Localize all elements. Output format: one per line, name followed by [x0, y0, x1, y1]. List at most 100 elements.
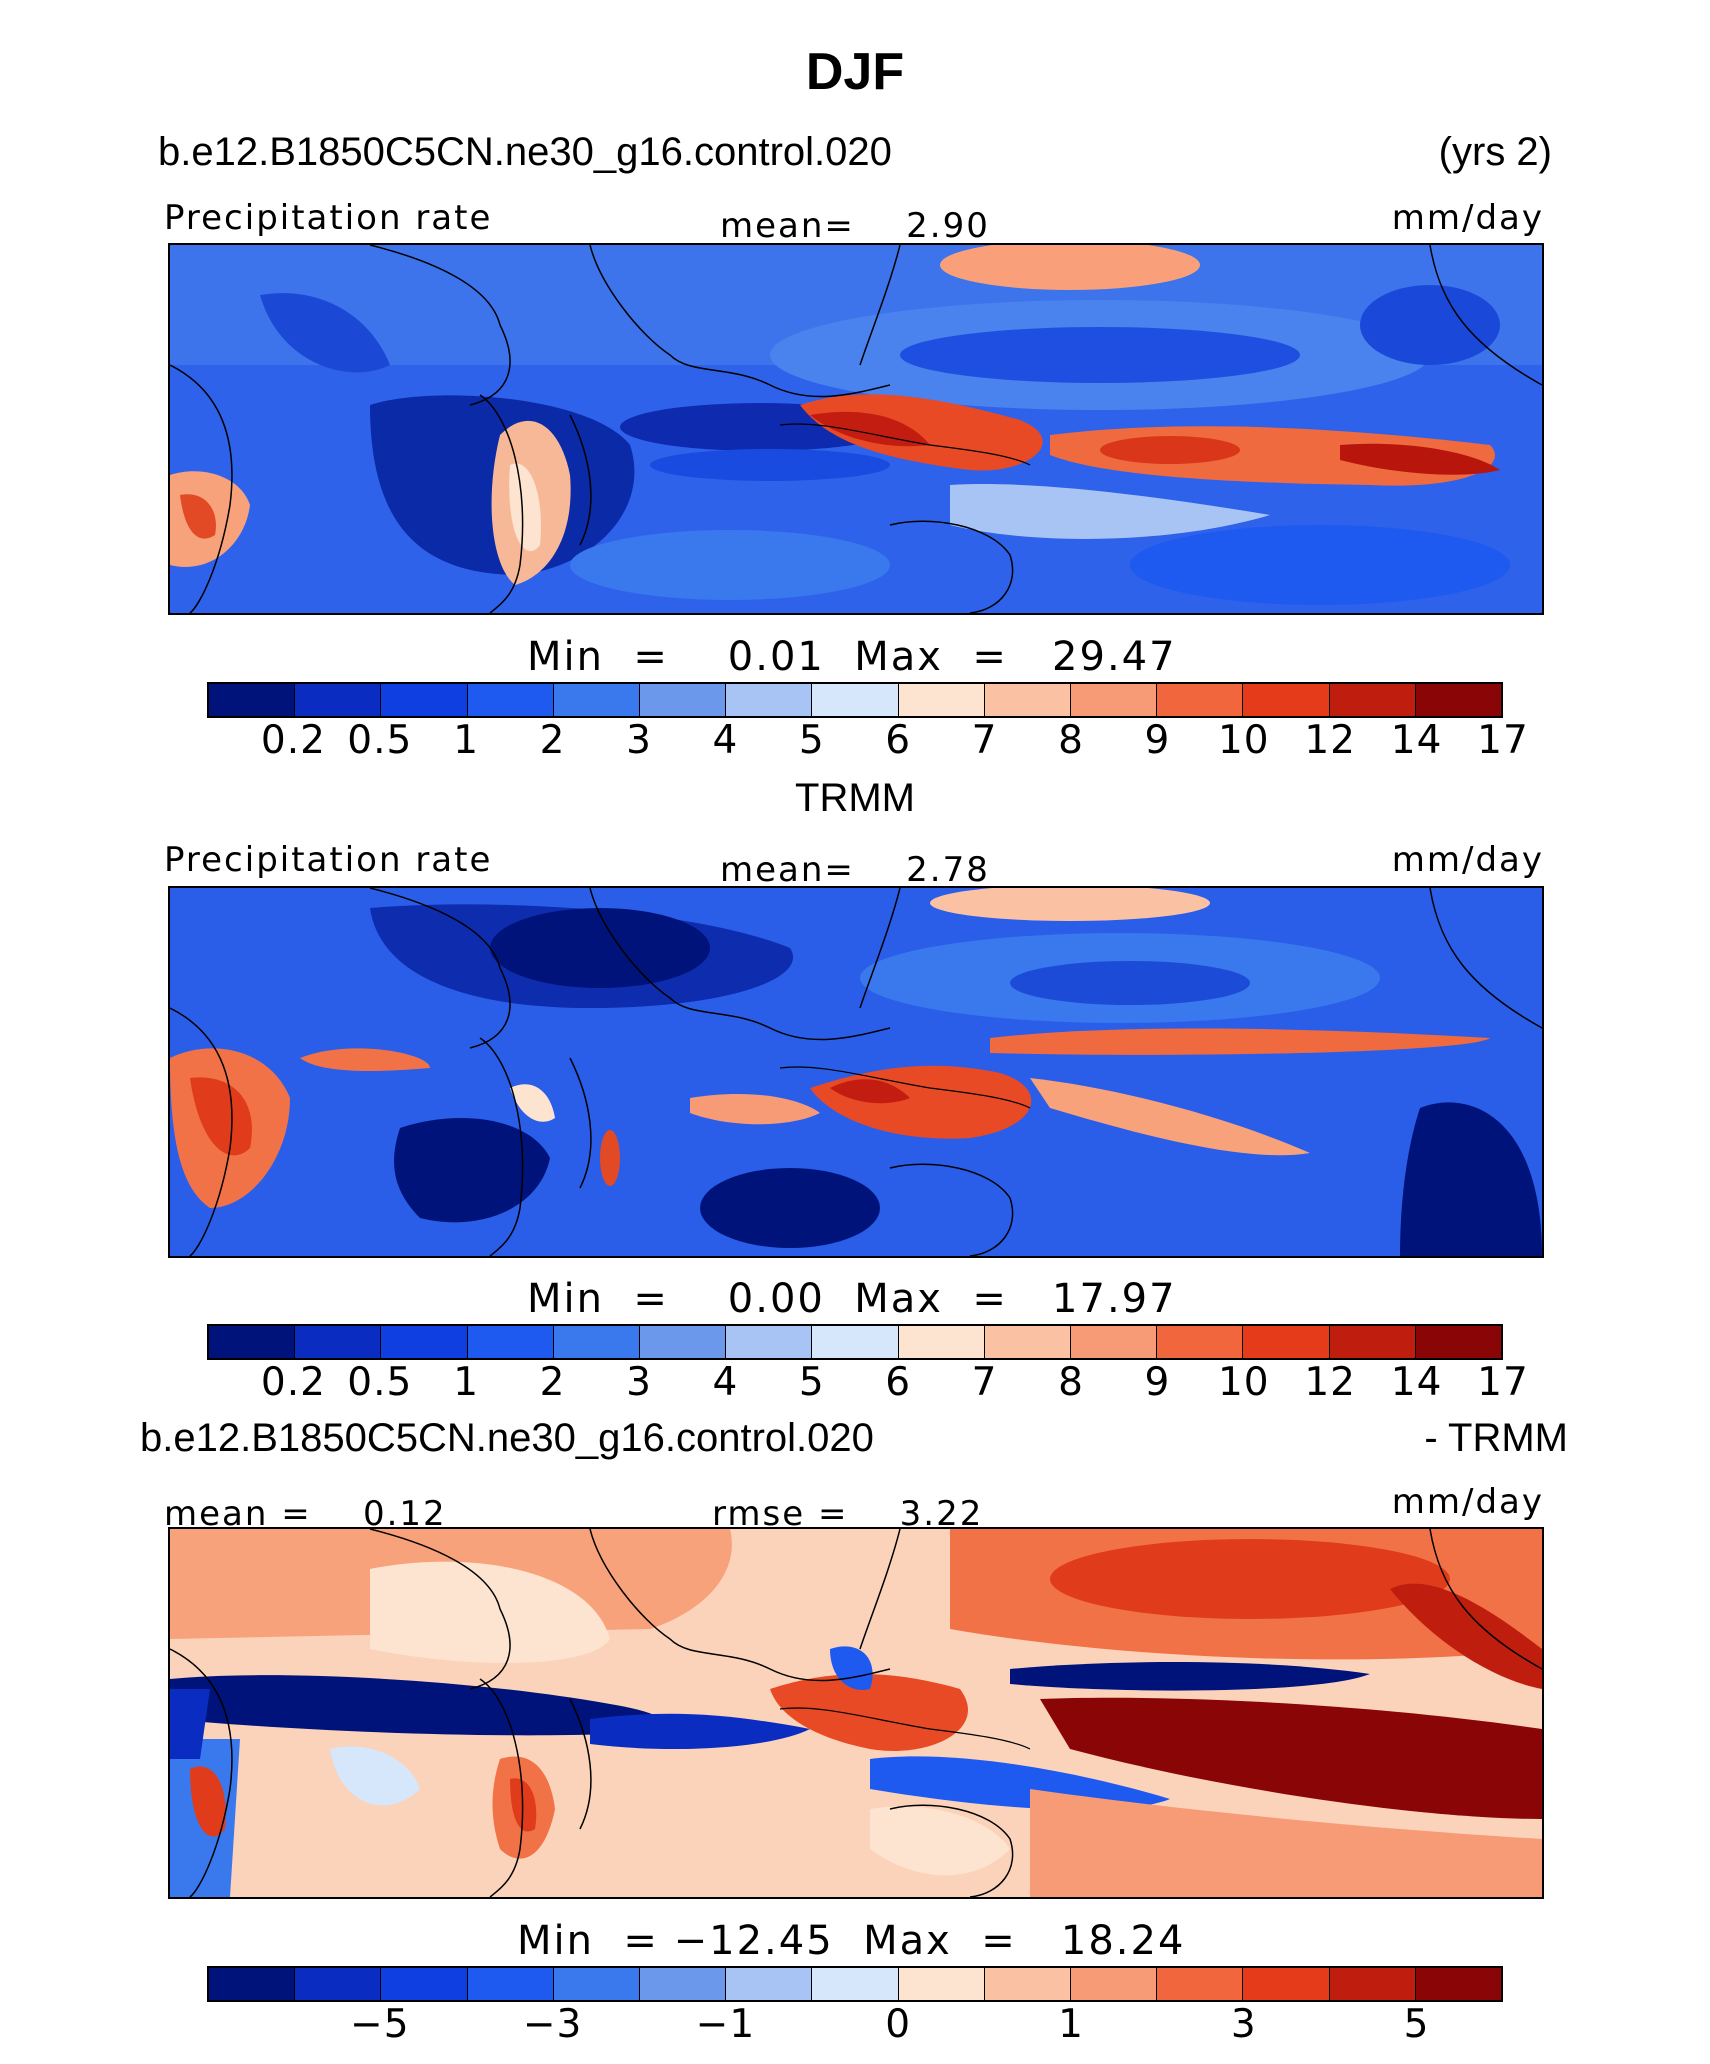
colorbar-tick-label: 1: [453, 718, 480, 763]
colorbar-tick-label: 17: [1477, 718, 1529, 763]
colorbar-swatch: [467, 1968, 554, 2000]
colorbar-tick-label: 0.5: [347, 1360, 413, 1405]
colorbar-tick-label: 14: [1390, 718, 1443, 763]
colorbar-tick-label: 7: [971, 718, 998, 763]
colorbar-swatch: [381, 684, 468, 716]
colorbar-swatch: [726, 684, 813, 716]
colorbar-tick-label: 3: [1230, 2002, 1257, 2047]
colorbar-tick-label: 14: [1390, 1360, 1443, 1405]
colorbar-tick-label: 3: [626, 718, 652, 763]
colorbar-swatch: [1071, 684, 1158, 716]
panel-1-heading-right: (yrs 2): [1438, 130, 1552, 174]
colorbar-swatch: [381, 1968, 468, 2000]
panel-2-mean-label: mean= 2.78: [720, 850, 990, 890]
colorbar-swatch: [984, 1968, 1072, 2000]
panel-2-minmax-label: Min = 0.00 Max = 17.97: [527, 1276, 1177, 1322]
colorbar-tick-label: 9: [1144, 1360, 1171, 1405]
colorbar-swatch: [1329, 684, 1416, 716]
colorbar-tick-label: 0.2: [260, 718, 326, 763]
colorbar-tick-label: 6: [885, 718, 912, 763]
colorbar-swatch: [898, 684, 985, 716]
colorbar-tick-label: 1: [453, 1360, 480, 1405]
colorbar-swatch: [898, 1326, 985, 1358]
colorbar-swatch: [812, 1968, 899, 2000]
colorbar-tick-label: 3: [626, 1360, 652, 1405]
colorbar-swatch: [984, 684, 1072, 716]
panel-1-mean-label: mean= 2.90: [720, 206, 990, 246]
colorbar-swatch: [1157, 684, 1244, 716]
panel-1-map: [168, 243, 1544, 615]
colorbar-tick-label: 5: [798, 1360, 825, 1405]
colorbar-swatch: [209, 1326, 296, 1358]
panel-1-units-label: mm/day: [1391, 198, 1544, 238]
panel-3-units-label: mm/day: [1391, 1482, 1544, 1522]
colorbar-swatch: [812, 1326, 899, 1358]
colorbar-swatch: [381, 1326, 468, 1358]
colorbar-swatch: [295, 684, 382, 716]
colorbar-tick-label: 5: [798, 718, 825, 763]
colorbar-swatch: [467, 684, 554, 716]
colorbar-swatch: [1071, 1326, 1158, 1358]
colorbar-tick-label: 6: [885, 1360, 912, 1405]
panel-1-colorbar-ticks: 0.2 0.5 1 2 3 4 5 6 7 8 9 10 12 14 17: [0, 718, 1710, 768]
colorbar-swatch: [640, 1326, 727, 1358]
colorbar-swatch: [1243, 1326, 1330, 1358]
colorbar-tick-label: 12: [1304, 718, 1357, 763]
panel-2-heading: TRMM: [795, 776, 915, 820]
panel-1-variable-label: Precipitation rate: [164, 198, 493, 238]
panel-3-colorbar: [207, 1966, 1503, 2002]
panel-2-units-label: mm/day: [1391, 840, 1544, 880]
colorbar-tick-label: 12: [1304, 1360, 1357, 1405]
panel-3-map: [168, 1527, 1544, 1899]
colorbar-tick-label: −3: [522, 2002, 583, 2047]
panel-1-colorbar: [207, 682, 1503, 718]
panel-2-colorbar: [207, 1324, 1503, 1360]
colorbar-swatch: [295, 1968, 382, 2000]
colorbar-swatch: [467, 1326, 554, 1358]
colorbar-swatch: [209, 684, 296, 716]
colorbar-tick-label: 0: [885, 2002, 912, 2047]
colorbar-swatch: [898, 1968, 985, 2000]
colorbar-swatch: [640, 1968, 727, 2000]
colorbar-tick-label: 1: [1058, 2002, 1084, 2047]
colorbar-tick-label: 7: [971, 1360, 998, 1405]
colorbar-tick-label: 8: [1058, 718, 1084, 763]
panel-1-minmax-label: Min = 0.01 Max = 29.47: [527, 634, 1177, 680]
colorbar-swatch: [295, 1326, 382, 1358]
colorbar-swatch: [1415, 1326, 1502, 1358]
colorbar-tick-label: 5: [1403, 2002, 1430, 2047]
panel-2-map: [168, 886, 1544, 1258]
colorbar-swatch: [726, 1968, 813, 2000]
colorbar-tick-label: 9: [1144, 718, 1171, 763]
colorbar-swatch: [553, 1326, 641, 1358]
panel-3-colorbar-ticks: −5 −3 −1 0 1 3 5: [0, 2002, 1710, 2052]
colorbar-swatch: [1157, 1326, 1244, 1358]
colorbar-swatch: [1329, 1326, 1416, 1358]
colorbar-swatch: [726, 1326, 813, 1358]
colorbar-tick-label: 4: [712, 718, 739, 763]
colorbar-tick-label: 8: [1058, 1360, 1084, 1405]
colorbar-tick-label: 17: [1477, 1360, 1529, 1405]
colorbar-tick-label: −1: [695, 2002, 756, 2047]
colorbar-tick-label: 2: [539, 718, 566, 763]
colorbar-swatch: [1415, 1968, 1502, 2000]
panel-2-variable-label: Precipitation rate: [164, 840, 493, 880]
colorbar-swatch: [812, 684, 899, 716]
colorbar-tick-label: 2: [539, 1360, 566, 1405]
colorbar-tick-label: 10: [1217, 1360, 1270, 1405]
colorbar-swatch: [640, 684, 727, 716]
panel-3-minmax-label: Min = −12.45 Max = 18.24: [517, 1918, 1186, 1964]
colorbar-swatch: [553, 1968, 641, 2000]
panel-1-heading-left: b.e12.B1850C5CN.ne30_g16.control.020: [158, 130, 892, 174]
panel-2-colorbar-ticks: 0.2 0.5 1 2 3 4 5 6 7 8 9 10 12 14 17: [0, 1360, 1710, 1410]
panel-3-heading-right: - TRMM: [1424, 1416, 1568, 1460]
colorbar-swatch: [553, 684, 641, 716]
colorbar-tick-label: 10: [1217, 718, 1270, 763]
colorbar-swatch: [209, 1968, 296, 2000]
colorbar-swatch: [1243, 1968, 1330, 2000]
colorbar-swatch: [1329, 1968, 1416, 2000]
colorbar-swatch: [984, 1326, 1072, 1358]
colorbar-tick-label: 0.5: [347, 718, 413, 763]
colorbar-swatch: [1157, 1968, 1244, 2000]
colorbar-tick-label: 0.2: [260, 1360, 326, 1405]
